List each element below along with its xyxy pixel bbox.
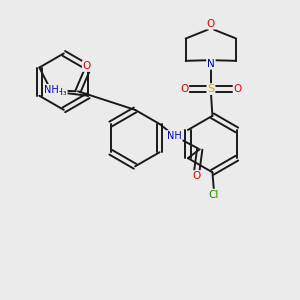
- Text: S: S: [207, 84, 214, 94]
- Text: O: O: [180, 84, 188, 94]
- Text: Cl: Cl: [209, 190, 219, 200]
- Text: O: O: [234, 84, 242, 94]
- Text: NH: NH: [44, 85, 58, 95]
- Text: O: O: [193, 171, 201, 181]
- Text: N: N: [207, 59, 215, 69]
- Text: CH₃: CH₃: [50, 88, 67, 97]
- Text: O: O: [83, 61, 91, 71]
- Text: NH: NH: [167, 131, 182, 141]
- Text: O: O: [207, 19, 215, 29]
